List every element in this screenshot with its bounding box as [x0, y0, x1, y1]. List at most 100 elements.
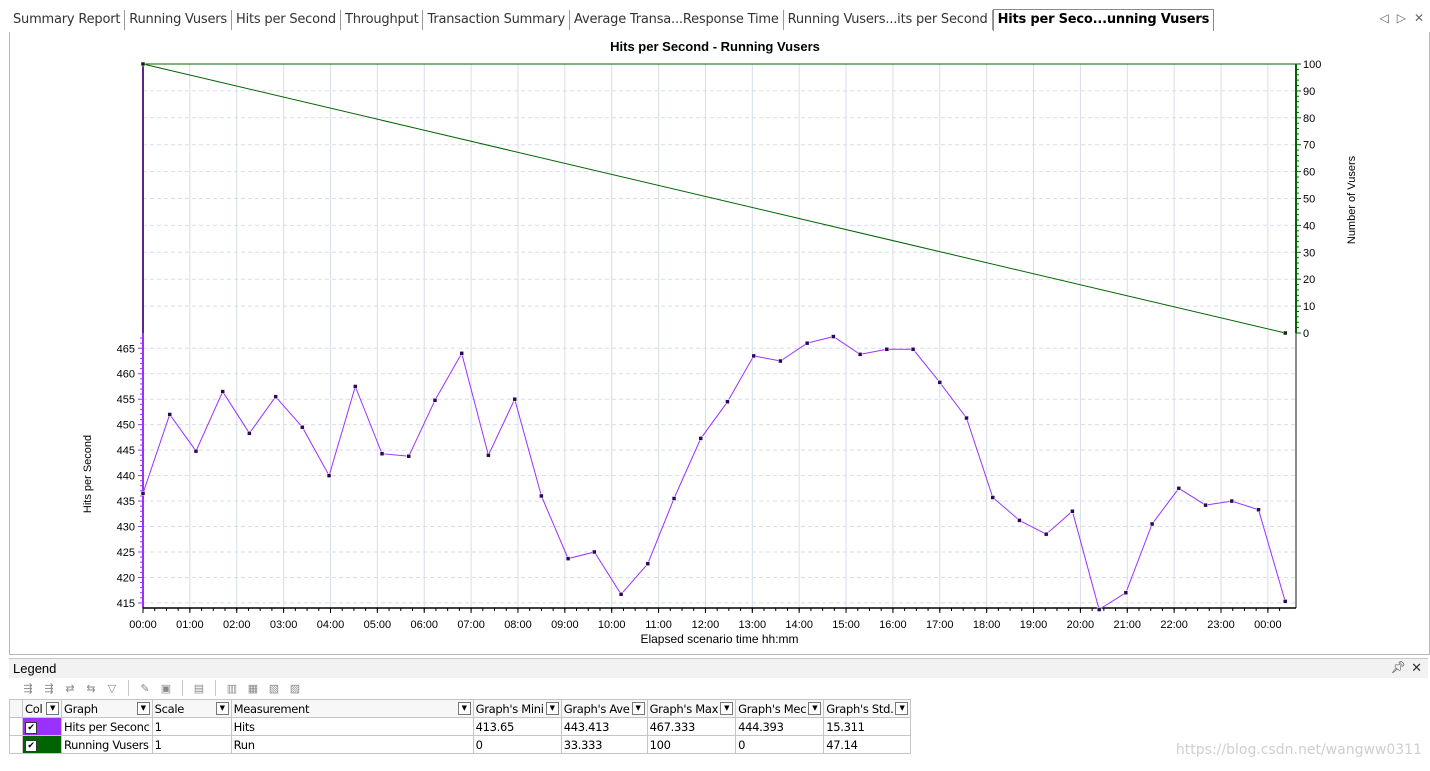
legend-col-header[interactable]: Graph's Max ▼ [646, 699, 737, 718]
legend-col-header[interactable]: Graph's Mec ▼ [735, 699, 825, 718]
chevron-down-icon[interactable]: ▼ [808, 702, 822, 715]
tab-item[interactable]: Hits per Seco...unning Vusers [992, 9, 1215, 31]
save-icon[interactable]: ▨ [289, 682, 301, 695]
legend-row[interactable]: ✔ Running Vusers 1 Run 0 33.333 100 0 47… [9, 735, 912, 754]
data-point-hits[interactable] [1123, 590, 1129, 595]
data-point-hits[interactable] [1282, 599, 1288, 604]
data-point-hits[interactable] [1043, 531, 1049, 537]
legend-col-header[interactable]: Measurement ▼ [230, 699, 474, 718]
legend-col-header[interactable]: Col ▼ [22, 699, 62, 718]
color-swatch[interactable]: ✔ [22, 717, 62, 736]
tab-item[interactable]: Hits per Second [232, 10, 341, 30]
data-point-hits[interactable] [220, 389, 225, 394]
close-icon[interactable]: ✕ [1413, 11, 1424, 25]
close-icon[interactable]: ✕ [1411, 660, 1422, 675]
filter-icon[interactable]: ▽ [107, 682, 117, 695]
chevron-down-icon[interactable]: ▼ [215, 702, 229, 715]
data-point-hits[interactable] [1017, 518, 1022, 523]
legend-row[interactable]: ✔ Hits per Seconc 1 Hits 413.65 443.413 … [9, 717, 912, 736]
tab-item[interactable]: Transaction Summary [423, 10, 571, 30]
show-selected-icon[interactable]: ⇄ [65, 682, 75, 695]
pin-icon[interactable]: 📌︎ [1390, 660, 1406, 674]
hide-selected-icon[interactable]: ⇆ [86, 682, 96, 695]
scale-cell: 1 [151, 735, 232, 754]
legend-col-header[interactable]: Graph's Mini ▼ [472, 699, 562, 718]
data-point-hits[interactable] [698, 436, 704, 441]
legend-col-header[interactable]: Graph ▼ [61, 699, 153, 718]
data-point-hits[interactable] [910, 347, 916, 352]
data-point-hits[interactable] [1203, 502, 1208, 508]
data-point-hits[interactable] [725, 399, 730, 404]
chevron-down-icon[interactable]: ▼ [545, 702, 559, 715]
hide-all-icon[interactable]: ⇶ [44, 682, 54, 695]
measurement-cell: Hits [230, 717, 474, 736]
data-point-hits[interactable] [459, 351, 464, 356]
legend-col-header[interactable]: Scale ▼ [151, 699, 232, 718]
checkbox[interactable]: ✔ [25, 740, 37, 752]
data-point-hits[interactable] [751, 353, 756, 359]
tab-item[interactable]: Running Vusers...its per Second [784, 10, 993, 30]
data-point-hits[interactable] [990, 495, 996, 500]
checkbox[interactable]: ✔ [25, 722, 37, 734]
data-point-hits[interactable] [857, 352, 863, 357]
data-point-hits[interactable] [353, 384, 358, 389]
data-point-hits[interactable] [406, 453, 412, 459]
data-point-hits[interactable] [432, 397, 438, 403]
data-point-hits[interactable] [486, 452, 491, 458]
data-point-hits[interactable] [167, 412, 172, 417]
triangle-right-icon[interactable]: ▷ [1396, 11, 1406, 25]
data-point-hits[interactable] [140, 491, 146, 496]
data-point-hits[interactable] [512, 396, 517, 402]
chevron-down-icon[interactable]: ▼ [457, 702, 471, 715]
configure-icon[interactable]: ▣ [160, 682, 172, 695]
data-point-hits[interactable] [937, 380, 943, 385]
data-point-hits[interactable] [618, 592, 624, 597]
edit-icon[interactable]: ✎ [140, 682, 150, 695]
tab-item[interactable]: Throughput [341, 10, 424, 30]
data-point-hits[interactable] [1229, 498, 1235, 504]
export-icon[interactable]: ▦ [247, 682, 259, 695]
data-point-vusers[interactable] [140, 61, 146, 67]
data-point-hits[interactable] [804, 340, 810, 346]
data-point-hits[interactable] [964, 415, 969, 421]
triangle-left-icon[interactable]: ◁ [1379, 11, 1389, 25]
chevron-down-icon[interactable]: ▼ [895, 702, 909, 715]
legend-icon[interactable]: ▤ [193, 682, 205, 695]
data-point-hits[interactable] [1176, 486, 1182, 491]
tab-item[interactable]: Average Transa...Response Time [570, 10, 784, 30]
tab-item[interactable]: Summary Report [9, 10, 126, 30]
data-point-hits[interactable] [193, 448, 199, 454]
data-point-vusers[interactable] [1282, 330, 1288, 336]
tab-item[interactable]: Running Vusers [125, 10, 232, 30]
series-line-running-vusers [142, 63, 1286, 334]
legend-col-header[interactable]: Graph's Ave ▼ [560, 699, 648, 718]
tab-list: Summary Report Running Vusers Hits per Sec… [9, 9, 1215, 32]
chevron-down-icon[interactable]: ▼ [631, 702, 645, 715]
data-point-hits[interactable] [379, 451, 385, 456]
data-point-hits[interactable] [645, 561, 651, 566]
data-point-hits[interactable] [831, 334, 836, 339]
show-all-icon[interactable]: ⇶ [23, 682, 33, 695]
legend-col-header[interactable]: Graph's Std. ▼ [823, 699, 912, 718]
data-point-hits[interactable] [300, 424, 305, 430]
data-point-hits[interactable] [247, 431, 252, 436]
x-tick-label: 00:00 [1254, 619, 1282, 631]
data-point-hits[interactable] [1070, 508, 1075, 514]
data-point-hits[interactable] [1256, 507, 1261, 512]
color-swatch[interactable]: ✔ [22, 735, 62, 754]
data-point-hits[interactable] [592, 549, 597, 555]
columns-icon[interactable]: ▥ [226, 682, 238, 695]
data-point-hits[interactable] [1096, 607, 1102, 612]
data-point-hits[interactable] [539, 493, 544, 499]
chevron-down-icon[interactable]: ▼ [720, 702, 734, 715]
data-point-hits[interactable] [1149, 521, 1155, 527]
chevron-down-icon[interactable]: ▼ [136, 702, 150, 715]
data-point-hits[interactable] [326, 473, 332, 478]
data-point-hits[interactable] [884, 347, 890, 352]
data-point-hits[interactable] [273, 394, 278, 399]
data-point-hits[interactable] [671, 496, 677, 501]
sort-icon[interactable]: ▧ [268, 682, 280, 695]
data-point-hits[interactable] [565, 556, 571, 561]
data-point-hits[interactable] [778, 358, 783, 364]
chevron-down-icon[interactable]: ▼ [46, 702, 59, 715]
